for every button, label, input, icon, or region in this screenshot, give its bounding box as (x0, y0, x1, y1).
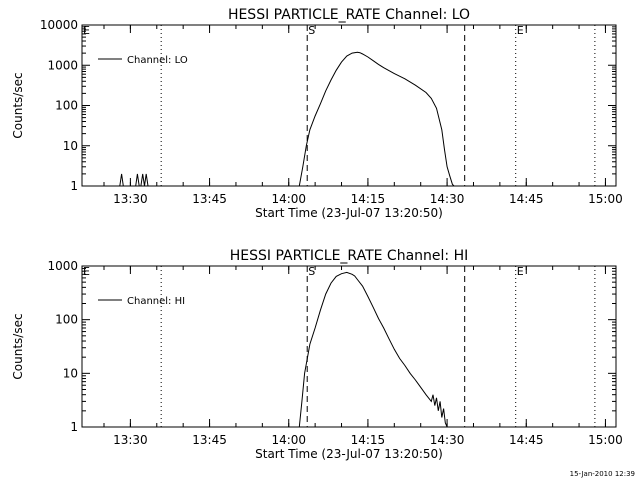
x-tick-label: 14:45 (509, 192, 544, 206)
y-tick-label: 1 (70, 179, 78, 193)
marker-label: E (83, 265, 90, 278)
y-tick-label: 10 (63, 366, 78, 380)
x-tick-label: 15:00 (588, 433, 623, 447)
x-tick-label: 14:30 (430, 192, 465, 206)
y-tick-label: 100 (55, 99, 78, 113)
x-axis-label: Start Time (23-Jul-07 13:20:50) (255, 447, 443, 461)
panel-lo: HESSI PARTICLE_RATE Channel: LO 13:30 13:4… (11, 7, 623, 220)
marker-label: S (308, 265, 315, 278)
x-tick-label: 14:45 (509, 433, 544, 447)
x-axis-label: Start Time (23-Jul-07 13:20:50) (255, 206, 443, 220)
x-tick-label: 14:15 (351, 192, 386, 206)
x-tick-label: 13:45 (192, 433, 227, 447)
x-tick-label: 14:15 (351, 433, 386, 447)
y-axis-label: Counts/sec (11, 72, 25, 138)
marker-label: E (517, 265, 524, 278)
x-tick-label: 13:30 (113, 192, 148, 206)
y-tick-label: 1000 (47, 58, 78, 72)
plot-frame (81, 24, 617, 187)
timestamp: 15-Jan-2010 12:39 (570, 470, 635, 478)
x-tick-label: 14:00 (271, 433, 306, 447)
y-tick-label: 10000 (40, 18, 78, 32)
x-tick-label: 13:30 (113, 433, 148, 447)
x-tick-label: 15:00 (588, 192, 623, 206)
panel-hi: HESSI PARTICLE_RATE Channel: HI 13:30 13:4… (11, 248, 623, 461)
y-tick-label: 1 (70, 420, 78, 434)
marker-label: S (308, 24, 315, 37)
x-tick-label: 14:00 (271, 192, 306, 206)
chart-title: HESSI PARTICLE_RATE Channel: HI (230, 248, 468, 264)
marker-label: E (83, 24, 90, 37)
y-axis-label: Counts/sec (11, 313, 25, 379)
legend-label: Channel: LO (127, 55, 188, 66)
chart-title: HESSI PARTICLE_RATE Channel: LO (228, 7, 470, 23)
x-tick-label: 13:45 (192, 192, 227, 206)
y-tick-label: 1000 (47, 259, 78, 273)
series-line (119, 51, 455, 187)
x-tick-label: 14:30 (430, 433, 465, 447)
legend-label: Channel: HI (127, 296, 185, 307)
plot-frame (81, 265, 617, 428)
y-tick-label: 10 (63, 139, 78, 153)
y-tick-label: 100 (55, 313, 78, 327)
marker-label: E (517, 24, 524, 37)
series-line (298, 271, 448, 428)
